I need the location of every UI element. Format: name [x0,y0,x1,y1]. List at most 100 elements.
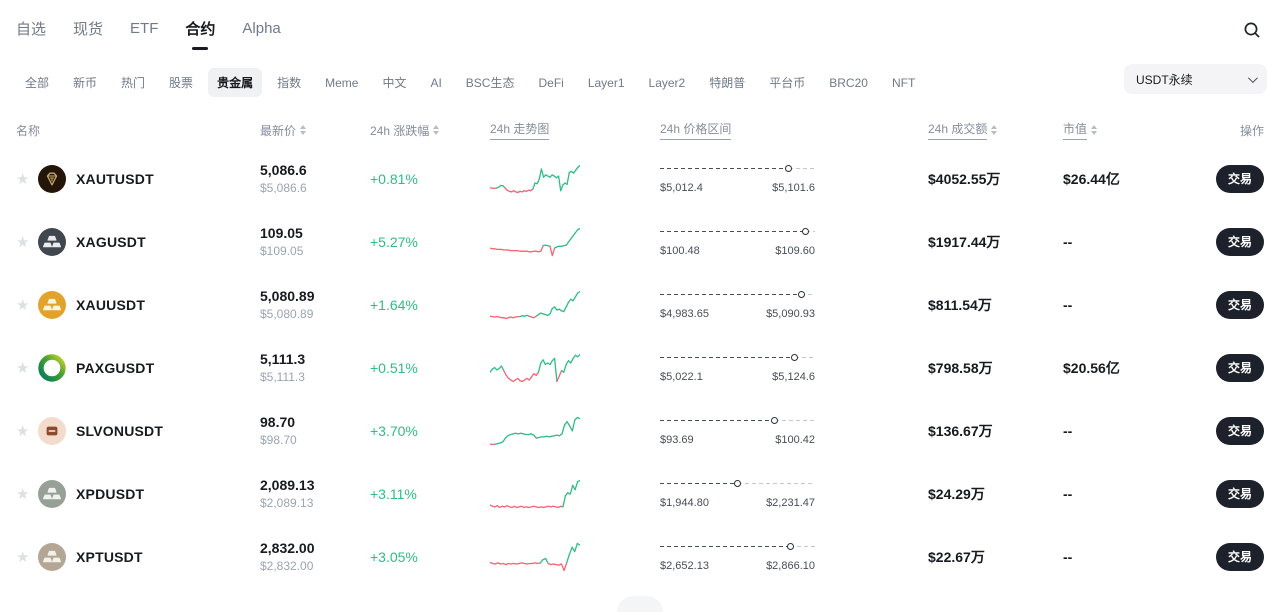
last-price-usd: $109.05 [260,244,304,258]
last-price: 5,080.89 [260,288,315,304]
range-low: $2,652.13 [660,559,709,572]
favorite-star-icon[interactable]: ★ [16,485,30,503]
range-high: $5,090.93 [766,307,815,320]
sort-icon [433,125,440,135]
volume-24h: $136.67万 [928,422,993,439]
search-icon[interactable] [1242,20,1262,40]
trade-button[interactable]: 交易 [1216,479,1264,508]
market-cap: $26.44亿 [1063,170,1120,187]
trade-button[interactable]: 交易 [1216,542,1264,571]
trade-button[interactable]: 交易 [1216,290,1264,319]
coin-icon-XAGUSDT [38,227,66,256]
nav-tab-自选[interactable]: 自选 [16,20,47,38]
last-price: 2,832.00 [260,540,315,556]
change-24h: +3.70% [370,422,418,439]
favorite-star-icon[interactable]: ★ [16,170,30,188]
category-chip-Meme[interactable]: Meme [325,75,359,90]
trade-button[interactable]: 交易 [1216,164,1264,193]
top-navigation: 自选 现货 ETF 合约 Alpha [0,0,1280,56]
last-price-usd: $2,832.00 [260,559,314,573]
range-high: $109.60 [775,244,815,257]
range-track [660,479,815,488]
coin-icon-XPDUSDT [38,479,66,508]
header-last-price[interactable]: 最新价 [260,122,370,139]
nav-tab-合约[interactable]: 合约 [185,18,215,39]
market-cap: -- [1063,296,1073,313]
header-volume-24h[interactable]: 24h 成交额 [928,120,1063,140]
trade-button[interactable]: 交易 [1216,353,1264,382]
sparkline-chart [490,225,660,259]
last-price: 109.05 [260,225,303,241]
nav-tab-现货[interactable]: 现货 [73,20,104,38]
table-row[interactable]: ★ XAUUSDT 5,080.89 $5,080.89 +1.64% $4,9… [0,273,1280,336]
range-marker-icon [802,227,810,235]
header-change-24h[interactable]: 24h 涨跌幅 [370,122,490,139]
table-row[interactable]: ★ XPDUSDT 2,089.13 $2,089.13 +3.11% $1,9… [0,462,1280,525]
volume-24h: $4052.55万 [928,170,1001,187]
category-chip-平台币[interactable]: 平台币 [769,76,806,90]
sparkline-chart [490,540,660,574]
header-action: 操作 [1239,123,1264,138]
table-row[interactable]: ★ PAXGUSDT 5,111.3 $5,111.3 +0.51% $5,02… [0,336,1280,399]
category-chip-Layer2[interactable]: Layer2 [648,75,686,90]
header-market-cap[interactable]: 市值 [1063,120,1213,140]
favorite-star-icon[interactable]: ★ [16,359,30,377]
range-marker-icon [791,353,799,361]
category-filter-bar: 全部 新币 热门 股票 贵金属 指数 Meme 中文 AI BSC生态 DeFi Layer1 Laye… [0,56,1280,107]
range-high: $2,866.10 [766,559,815,572]
last-price-usd: $5,086.6 [260,181,307,195]
category-chip-DeFi[interactable]: DeFi [538,75,564,90]
favorite-star-icon[interactable]: ★ [16,548,30,566]
trade-button[interactable]: 交易 [1216,416,1264,445]
range-track [660,542,815,551]
favorite-star-icon[interactable]: ★ [16,233,30,251]
price-range-24h: $4,983.65 $5,090.93 [660,290,815,320]
category-chip-Layer1[interactable]: Layer1 [587,75,625,90]
range-marker-icon [785,164,793,172]
category-chip-热门[interactable]: 热门 [121,76,146,90]
nav-tab-ETF[interactable]: ETF [130,19,159,37]
sort-icon [1091,125,1098,135]
header-price-range-24h[interactable]: 24h 价格区间 [660,120,928,140]
category-chip-特朗普[interactable]: 特朗普 [709,76,746,90]
table-row[interactable]: ★ XAGUSDT 109.05 $109.05 +5.27% $100.48 … [0,210,1280,273]
price-range-24h: $100.48 $109.60 [660,227,815,257]
trade-button[interactable]: 交易 [1216,227,1264,256]
range-marker-icon [797,290,805,298]
symbol-label: XPDUSDT [76,485,145,502]
price-range-24h: $1,944.80 $2,231.47 [660,479,815,509]
quote-filter-select[interactable]: USDT永续 [1124,64,1267,94]
category-chip-BSC生态[interactable]: BSC生态 [465,76,515,90]
table-row[interactable]: ★ XAUTUSDT 5,086.6 $5,086.6 +0.81% $5,01… [0,147,1280,210]
header-chart-24h[interactable]: 24h 走势图 [490,120,660,140]
change-24h: +3.11% [370,485,417,502]
category-chip-指数[interactable]: 指数 [277,76,302,90]
coin-icon-XPTUSDT [38,542,66,571]
category-chip-NFT[interactable]: NFT [891,75,916,90]
sparkline-chart [490,162,660,196]
category-chip-新币[interactable]: 新币 [73,76,98,90]
table-row[interactable]: ★ SLVONUSDT 98.70 $98.70 +3.70% $93.69 $… [0,399,1280,462]
sort-icon [991,125,998,135]
sparkline-chart [490,288,660,322]
category-chip-股票[interactable]: 股票 [169,76,194,90]
table-header: 名称 最新价 24h 涨跌幅 24h 走势图 24h 价格区间 24h 成交额 … [0,113,1280,147]
market-cap: -- [1063,422,1073,439]
range-low: $93.69 [660,433,694,446]
category-chip-全部[interactable]: 全部 [25,76,50,90]
category-chip-中文[interactable]: 中文 [382,76,407,90]
favorite-star-icon[interactable]: ★ [16,296,30,314]
symbol-label: SLVONUSDT [76,422,164,439]
market-cap: -- [1063,233,1073,250]
nav-tab-Alpha[interactable]: Alpha [242,19,281,37]
price-range-24h: $5,022.1 $5,124.6 [660,353,815,383]
category-chip-AI[interactable]: AI [430,75,442,90]
category-chip-贵金属[interactable]: 贵金属 [208,68,263,97]
favorite-star-icon[interactable]: ★ [16,422,30,440]
sparkline-chart [490,477,660,511]
range-track [660,227,815,236]
symbol-label: PAXGUSDT [76,359,155,376]
table-row[interactable]: ★ XPTUSDT 2,832.00 $2,832.00 +3.05% $2,6… [0,525,1280,588]
category-chip-BRC20[interactable]: BRC20 [829,75,868,90]
coin-icon-XAUUSDT [38,290,66,319]
